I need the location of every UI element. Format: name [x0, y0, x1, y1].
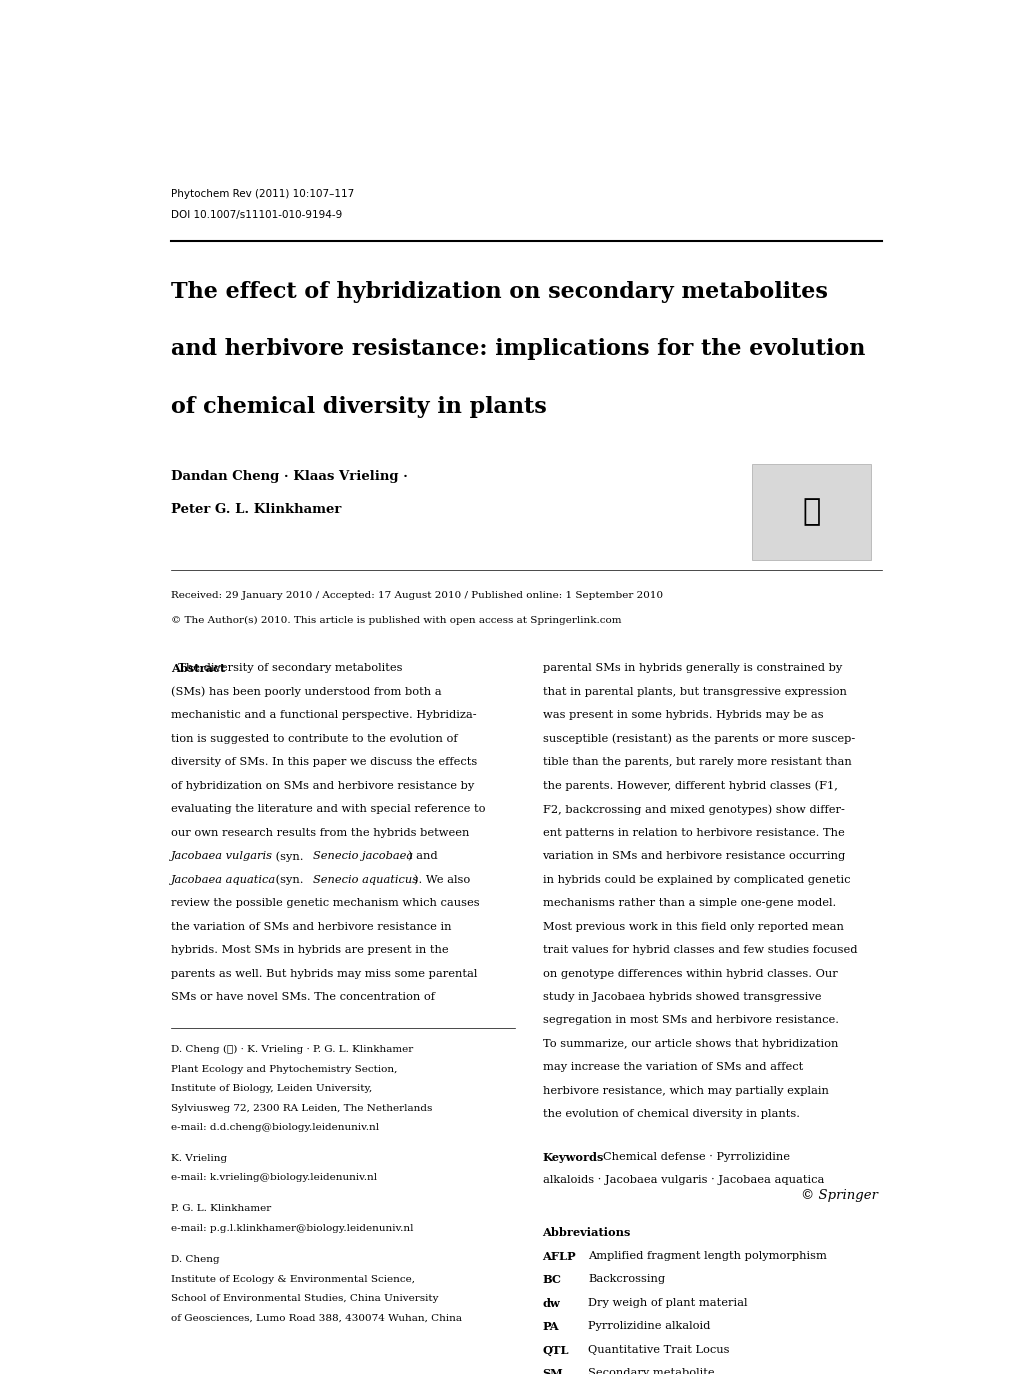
Text: Most previous work in this field only reported mean: Most previous work in this field only re…	[542, 922, 843, 932]
Text: study in Jacobaea hybrids showed transgressive: study in Jacobaea hybrids showed transgr…	[542, 992, 820, 1002]
Text: ) and: ) and	[408, 851, 437, 861]
Text: ). We also: ). We also	[414, 875, 470, 885]
Text: Quantitative Trait Locus: Quantitative Trait Locus	[588, 1345, 730, 1355]
Text: evaluating the literature and with special reference to: evaluating the literature and with speci…	[171, 804, 485, 815]
Text: hybrids. Most SMs in hybrids are present in the: hybrids. Most SMs in hybrids are present…	[171, 945, 448, 955]
Text: the evolution of chemical diversity in plants.: the evolution of chemical diversity in p…	[542, 1109, 799, 1120]
Text: BC: BC	[542, 1274, 560, 1285]
Bar	[751, 464, 870, 559]
Text: Chemical defense · Pyrrolizidine: Chemical defense · Pyrrolizidine	[603, 1151, 790, 1162]
Text: and herbivore resistance: implications for the evolution: and herbivore resistance: implications f…	[171, 338, 864, 360]
Text: review the possible genetic mechanism which causes: review the possible genetic mechanism wh…	[171, 899, 479, 908]
Text: Received: 29 January 2010 / Accepted: 17 August 2010 / Published online: 1 Septe: Received: 29 January 2010 / Accepted: 17…	[171, 591, 662, 600]
Text: Backcrossing: Backcrossing	[588, 1274, 664, 1285]
Text: F2, backcrossing and mixed genotypes) show differ-: F2, backcrossing and mixed genotypes) sh…	[542, 804, 844, 815]
Text: Plant Ecology and Phytochemistry Section,: Plant Ecology and Phytochemistry Section…	[171, 1065, 397, 1073]
Text: of hybridization on SMs and herbivore resistance by: of hybridization on SMs and herbivore re…	[171, 780, 474, 790]
Text: SMs or have novel SMs. The concentration of: SMs or have novel SMs. The concentration…	[171, 992, 434, 1002]
Text: segregation in most SMs and herbivore resistance.: segregation in most SMs and herbivore re…	[542, 1015, 838, 1025]
Text: ent patterns in relation to herbivore resistance. The: ent patterns in relation to herbivore re…	[542, 827, 844, 838]
Text: mechanistic and a functional perspective. Hybridiza-: mechanistic and a functional perspective…	[171, 710, 476, 720]
Text: Jacobaea vulgaris: Jacobaea vulgaris	[171, 851, 273, 861]
Text: variation in SMs and herbivore resistance occurring: variation in SMs and herbivore resistanc…	[542, 851, 845, 861]
Text: AFLP: AFLP	[542, 1250, 576, 1261]
Text: the variation of SMs and herbivore resistance in: the variation of SMs and herbivore resis…	[171, 922, 451, 932]
Text: was present in some hybrids. Hybrids may be as: was present in some hybrids. Hybrids may…	[542, 710, 822, 720]
Text: Institute of Ecology & Environmental Science,: Institute of Ecology & Environmental Sci…	[171, 1275, 415, 1283]
Text: susceptible (resistant) as the parents or more suscep-: susceptible (resistant) as the parents o…	[542, 734, 854, 745]
Text: DOI 10.1007/s11101-010-9194-9: DOI 10.1007/s11101-010-9194-9	[171, 210, 342, 220]
Text: Amplified fragment length polymorphism: Amplified fragment length polymorphism	[588, 1250, 826, 1260]
Text: The effect of hybridization on secondary metabolites: The effect of hybridization on secondary…	[171, 282, 827, 304]
Text: Phytochem Rev (2011) 10:107–117: Phytochem Rev (2011) 10:107–117	[171, 190, 354, 199]
Text: SM: SM	[542, 1369, 562, 1374]
Text: dw: dw	[542, 1297, 559, 1308]
Text: QTL: QTL	[542, 1345, 569, 1356]
Text: (syn.: (syn.	[271, 875, 307, 885]
Text: that in parental plants, but transgressive expression: that in parental plants, but transgressi…	[542, 687, 846, 697]
Text: D. Cheng: D. Cheng	[171, 1256, 219, 1264]
Text: parents as well. But hybrids may miss some parental: parents as well. But hybrids may miss so…	[171, 969, 477, 978]
Text: trait values for hybrid classes and few studies focused: trait values for hybrid classes and few …	[542, 945, 856, 955]
Text: parental SMs in hybrids generally is constrained by: parental SMs in hybrids generally is con…	[542, 664, 841, 673]
Text: Senecio jacobaea: Senecio jacobaea	[313, 851, 413, 861]
Text: may increase the variation of SMs and affect: may increase the variation of SMs and af…	[542, 1062, 802, 1073]
Text: the parents. However, different hybrid classes (F1,: the parents. However, different hybrid c…	[542, 780, 837, 791]
Text: (SMs) has been poorly understood from both a: (SMs) has been poorly understood from bo…	[171, 687, 441, 697]
Text: herbivore resistance, which may partially explain: herbivore resistance, which may partiall…	[542, 1085, 827, 1096]
Text: (syn.: (syn.	[271, 851, 307, 861]
Text: Dry weigh of plant material: Dry weigh of plant material	[588, 1297, 747, 1308]
Text: Institute of Biology, Leiden University,: Institute of Biology, Leiden University,	[171, 1084, 372, 1094]
Text: Pyrrolizidine alkaloid: Pyrrolizidine alkaloid	[588, 1320, 710, 1331]
Text: Dandan Cheng · Klaas Vrieling ·: Dandan Cheng · Klaas Vrieling ·	[171, 470, 408, 482]
Text: K. Vrieling: K. Vrieling	[171, 1154, 227, 1162]
Text: To summarize, our article shows that hybridization: To summarize, our article shows that hyb…	[542, 1039, 837, 1048]
Text: Abstract: Abstract	[171, 664, 225, 675]
Text: of chemical diversity in plants: of chemical diversity in plants	[171, 396, 546, 418]
Text: Peter G. L. Klinkhamer: Peter G. L. Klinkhamer	[171, 503, 341, 517]
Text: The diversity of secondary metabolites: The diversity of secondary metabolites	[171, 664, 403, 673]
Text: © The Author(s) 2010. This article is published with open access at Springerlink: © The Author(s) 2010. This article is pu…	[171, 616, 621, 625]
Text: diversity of SMs. In this paper we discuss the effects: diversity of SMs. In this paper we discu…	[171, 757, 477, 767]
Text: PA: PA	[542, 1320, 558, 1331]
Text: mechanisms rather than a simple one-gene model.: mechanisms rather than a simple one-gene…	[542, 899, 835, 908]
Text: Senecio aquaticus: Senecio aquaticus	[313, 875, 418, 885]
Text: our own research results from the hybrids between: our own research results from the hybrid…	[171, 827, 469, 838]
Text: © Springer: © Springer	[801, 1189, 877, 1202]
Text: D. Cheng (✉) · K. Vrieling · P. G. L. Klinkhamer: D. Cheng (✉) · K. Vrieling · P. G. L. Kl…	[171, 1046, 413, 1054]
Text: Secondary metabolite: Secondary metabolite	[588, 1369, 714, 1374]
Text: Sylviusweg 72, 2300 RA Leiden, The Netherlands: Sylviusweg 72, 2300 RA Leiden, The Nethe…	[171, 1103, 432, 1113]
Text: tible than the parents, but rarely more resistant than: tible than the parents, but rarely more …	[542, 757, 851, 767]
Text: School of Environmental Studies, China University: School of Environmental Studies, China U…	[171, 1294, 438, 1304]
Text: P. G. L. Klinkhamer: P. G. L. Klinkhamer	[171, 1205, 271, 1213]
Text: Abbreviations: Abbreviations	[542, 1227, 631, 1238]
Text: of Geosciences, Lumo Road 388, 430074 Wuhan, China: of Geosciences, Lumo Road 388, 430074 Wu…	[171, 1314, 462, 1323]
Text: e-mail: k.vrieling@biology.leidenuniv.nl: e-mail: k.vrieling@biology.leidenuniv.nl	[171, 1173, 377, 1182]
Text: Jacobaea aquatica: Jacobaea aquatica	[171, 875, 276, 885]
Text: e-mail: p.g.l.klinkhamer@biology.leidenuniv.nl: e-mail: p.g.l.klinkhamer@biology.leidenu…	[171, 1224, 413, 1232]
Text: e-mail: d.d.cheng@biology.leidenuniv.nl: e-mail: d.d.cheng@biology.leidenuniv.nl	[171, 1124, 379, 1132]
Text: on genotype differences within hybrid classes. Our: on genotype differences within hybrid cl…	[542, 969, 837, 978]
Text: alkaloids · Jacobaea vulgaris · Jacobaea aquatica: alkaloids · Jacobaea vulgaris · Jacobaea…	[542, 1176, 823, 1186]
Text: 🌳: 🌳	[801, 497, 819, 526]
Text: tion is suggested to contribute to the evolution of: tion is suggested to contribute to the e…	[171, 734, 458, 743]
Text: in hybrids could be explained by complicated genetic: in hybrids could be explained by complic…	[542, 875, 849, 885]
Text: Keywords: Keywords	[542, 1151, 603, 1162]
